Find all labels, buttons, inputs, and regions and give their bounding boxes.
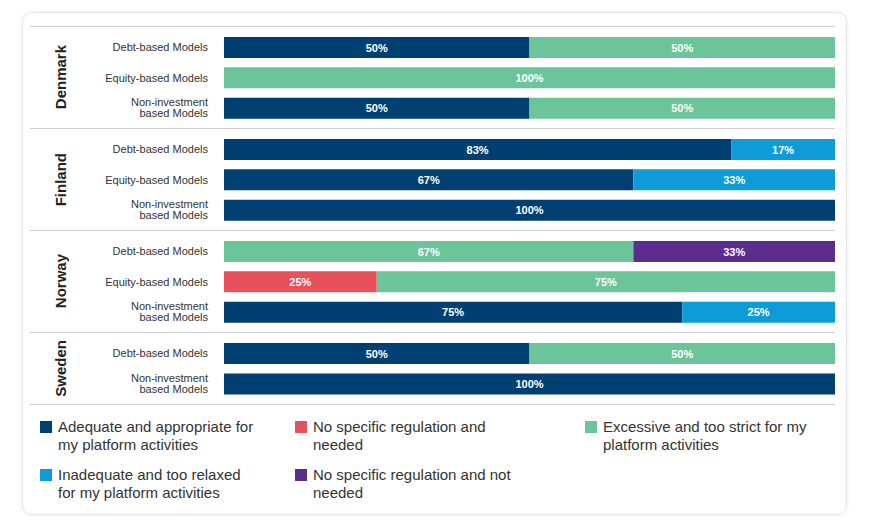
html-text:Finland: Finland: [51, 152, 69, 207]
svg-text:17%: 17%: [772, 144, 794, 156]
svg-text:33%: 33%: [723, 174, 745, 186]
html-text:Denmark: Denmark: [51, 45, 69, 110]
svg-text:Debt-based Models: Debt-based Models: [113, 245, 209, 257]
svg-text:100%: 100%: [515, 204, 543, 216]
html-text:Adequate and appropriate for m: Adequate and appropriate for my platform…: [58, 418, 254, 453]
svg-text:Debt-based Models: Debt-based Models: [113, 41, 209, 53]
svg-text:50%: 50%: [366, 348, 388, 360]
html-text:Inadequate and too relaxed for: Inadequate and too relaxed for my platfo…: [58, 466, 241, 501]
svg-text:Debt-based Models: Debt-based Models: [113, 347, 209, 359]
svg-text:25%: 25%: [289, 276, 311, 288]
svg-text:Non-investmentbased Models: Non-investmentbased Models: [131, 300, 209, 323]
svg-text:67%: 67%: [418, 174, 440, 186]
svg-text:100%: 100%: [515, 378, 543, 390]
svg-text:50%: 50%: [671, 102, 693, 114]
svg-text:100%: 100%: [515, 72, 543, 84]
html-text:No specific regulation and nee: No specific regulation and needed: [313, 418, 486, 453]
svg-text:Non-investmentbased Models: Non-investmentbased Models: [131, 96, 209, 119]
svg-text:83%: 83%: [467, 144, 489, 156]
html-text:Sweden: Sweden: [51, 340, 69, 397]
svg-text:50%: 50%: [671, 348, 693, 360]
svg-text:75%: 75%: [442, 306, 464, 318]
svg-text:Non-investmentbased Models: Non-investmentbased Models: [131, 198, 209, 221]
svg-text:75%: 75%: [595, 276, 617, 288]
svg-text:Debt-based Models: Debt-based Models: [113, 143, 209, 155]
svg-text:50%: 50%: [366, 42, 388, 54]
svg-text:Equity-based Models: Equity-based Models: [105, 72, 208, 84]
svg-text:25%: 25%: [748, 306, 770, 318]
svg-text:67%: 67%: [418, 246, 440, 258]
svg-text:50%: 50%: [671, 42, 693, 54]
svg-text:33%: 33%: [723, 246, 745, 258]
svg-text:Equity-based Models: Equity-based Models: [105, 174, 208, 186]
html-text:Excessive and too strict for m: Excessive and too strict for my platform…: [603, 418, 807, 453]
html-text:Norway: Norway: [51, 254, 69, 309]
html-text:No specific regulation and not: No specific regulation and not needed: [313, 466, 511, 501]
svg-text:Non-investmentbased Models: Non-investmentbased Models: [131, 372, 209, 395]
svg-text:Equity-based Models: Equity-based Models: [105, 276, 208, 288]
svg-text:50%: 50%: [366, 102, 388, 114]
